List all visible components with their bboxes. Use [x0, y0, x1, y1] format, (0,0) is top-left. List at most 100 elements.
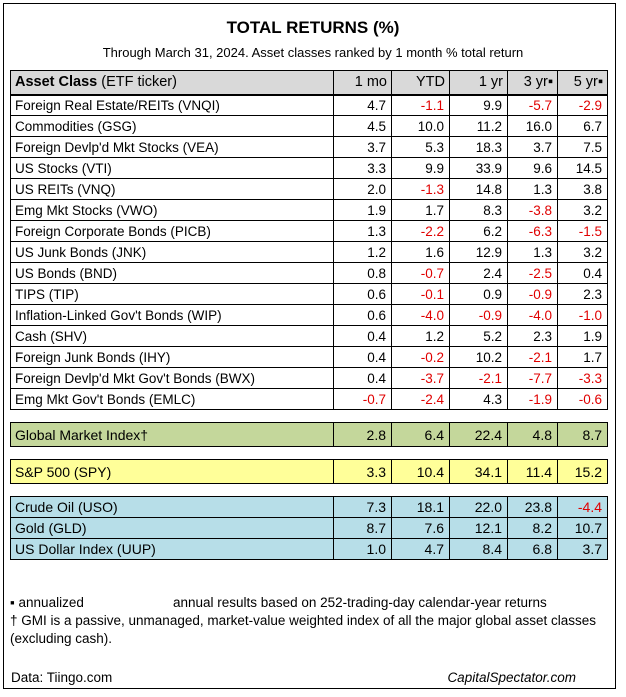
- return-value: 1.7: [557, 346, 608, 368]
- table-header-row: Asset Class (ETF ticker) 1 mo YTD 1 yr 3…: [10, 70, 608, 96]
- return-value: -0.7: [333, 388, 392, 410]
- return-value: 23.8: [507, 496, 558, 518]
- return-value: 10.7: [557, 517, 608, 539]
- return-value: -3.3: [557, 367, 608, 389]
- returns-table: Asset Class (ETF ticker) 1 mo YTD 1 yr 3…: [10, 70, 608, 560]
- return-value: 18.1: [391, 496, 450, 518]
- return-value: -0.9: [507, 283, 558, 305]
- return-value: -2.5: [507, 262, 558, 284]
- return-value: 4.7: [391, 538, 450, 560]
- return-value: -0.2: [391, 346, 450, 368]
- return-value: 33.9: [449, 157, 508, 179]
- commodity-row: US Dollar Index (UUP) 1.0 4.7 8.4 6.8 3.7: [10, 538, 608, 560]
- table-row: US Junk Bonds (JNK) 1.2 1.6 12.9 1.3 3.2: [10, 241, 608, 263]
- return-value: 9.9: [391, 157, 450, 179]
- return-value: -1.5: [557, 220, 608, 242]
- asset-name: TIPS (TIP): [10, 283, 334, 305]
- return-value: 0.6: [333, 283, 392, 305]
- return-value: 15.2: [557, 459, 608, 484]
- asset-name: Emg Mkt Gov't Bonds (EMLC): [10, 388, 334, 410]
- return-value: 8.3: [449, 199, 508, 221]
- return-value: 1.9: [557, 325, 608, 347]
- asset-name: Emg Mkt Stocks (VWO): [10, 199, 334, 221]
- table-row: Inflation-Linked Gov't Bonds (WIP) 0.6 -4.…: [10, 304, 608, 326]
- header-asset-class: Asset Class (ETF ticker): [10, 70, 334, 96]
- return-value: -3.7: [391, 367, 450, 389]
- return-value: 6.2: [449, 220, 508, 242]
- table-row: TIPS (TIP) 0.6 -0.1 0.9 -0.9 2.3: [10, 283, 608, 305]
- return-value: 4.3: [449, 388, 508, 410]
- return-value: 8.2: [507, 517, 558, 539]
- return-value: 10.2: [449, 346, 508, 368]
- return-value: 14.8: [449, 178, 508, 200]
- return-value: -0.7: [391, 262, 450, 284]
- spacer-cell: [10, 446, 608, 460]
- chart-subtitle: Through March 31, 2024. Asset classes ra…: [102, 45, 524, 60]
- spacer-row: [10, 409, 608, 423]
- return-value: 22.4: [449, 422, 508, 447]
- return-value: 2.3: [507, 325, 558, 347]
- return-value: 2.0: [333, 178, 392, 200]
- return-value: -0.1: [391, 283, 450, 305]
- table-row: Cash (SHV) 0.4 1.2 5.2 2.3 1.9: [10, 325, 608, 347]
- return-value: -2.4: [391, 388, 450, 410]
- return-value: -0.9: [449, 304, 508, 326]
- asset-name: Cash (SHV): [10, 325, 334, 347]
- return-value: 1.9: [333, 199, 392, 221]
- return-value: 1.3: [333, 220, 392, 242]
- table-row: Emg Mkt Stocks (VWO) 1.9 1.7 8.3 -3.8 3.2: [10, 199, 608, 221]
- asset-name: Inflation-Linked Gov't Bonds (WIP): [10, 304, 334, 326]
- return-value: 34.1: [449, 459, 508, 484]
- asset-name: Foreign Devlp'd Mkt Stocks (VEA): [10, 136, 334, 158]
- return-value: -2.9: [557, 94, 608, 116]
- header-col: 3 yr▪: [507, 70, 558, 96]
- annualized-note: ▪ annualized: [10, 595, 84, 610]
- commodity-row: Gold (GLD) 8.7 7.6 12.1 8.2 10.7: [10, 517, 608, 539]
- return-value: 10.0: [391, 115, 450, 137]
- asset-name: Gold (GLD): [10, 517, 334, 539]
- return-value: 6.4: [391, 422, 450, 447]
- return-value: 1.6: [391, 241, 450, 263]
- return-value: 14.5: [557, 157, 608, 179]
- return-value: 18.3: [449, 136, 508, 158]
- return-value: -4.4: [557, 496, 608, 518]
- asset-name: Global Market Index†: [10, 422, 334, 447]
- asset-name: US REITs (VNQ): [10, 178, 334, 200]
- return-value: 3.7: [507, 136, 558, 158]
- header-col: 1 yr: [449, 70, 508, 96]
- table-row: Foreign Devlp'd Mkt Stocks (VEA) 3.7 5.3 18…: [10, 136, 608, 158]
- return-value: -2.1: [449, 367, 508, 389]
- brand-label: CapitalSpectator.com: [447, 670, 576, 685]
- return-value: 8.7: [333, 517, 392, 539]
- commodity-row: Crude Oil (USO) 7.3 18.1 22.0 23.8 -4.4: [10, 496, 608, 518]
- return-value: 1.2: [391, 325, 450, 347]
- spacer-cell: [10, 409, 608, 423]
- asset-name: Foreign Devlp'd Mkt Gov't Bonds (BWX): [10, 367, 334, 389]
- return-value: 3.3: [333, 157, 392, 179]
- return-value: 5.2: [449, 325, 508, 347]
- return-value: 8.7: [557, 422, 608, 447]
- return-value: 12.1: [449, 517, 508, 539]
- table-row: US REITs (VNQ) 2.0 -1.3 14.8 1.3 3.8: [10, 178, 608, 200]
- spacer-cell: [10, 483, 608, 497]
- return-value: 1.3: [507, 241, 558, 263]
- return-value: 6.7: [557, 115, 608, 137]
- return-value: -6.3: [507, 220, 558, 242]
- return-value: 22.0: [449, 496, 508, 518]
- return-value: 1.2: [333, 241, 392, 263]
- return-value: 0.4: [557, 262, 608, 284]
- return-value: 3.3: [333, 459, 392, 484]
- asset-name: Foreign Real Estate/REITs (VNQI): [10, 94, 334, 116]
- return-value: 2.3: [557, 283, 608, 305]
- return-value: -5.7: [507, 94, 558, 116]
- asset-name: Commodities (GSG): [10, 115, 334, 137]
- header-col: YTD: [391, 70, 450, 96]
- asset-name: S&P 500 (SPY): [10, 459, 334, 484]
- table-row: Foreign Real Estate/REITs (VNQI) 4.7 -1.1 9…: [10, 94, 608, 116]
- return-value: -2.1: [507, 346, 558, 368]
- return-value: -0.6: [557, 388, 608, 410]
- return-value: 10.4: [391, 459, 450, 484]
- header-col: 5 yr▪: [557, 70, 608, 96]
- return-value: 3.2: [557, 199, 608, 221]
- annual-results-note: annual results based on 252-trading-day …: [173, 595, 547, 610]
